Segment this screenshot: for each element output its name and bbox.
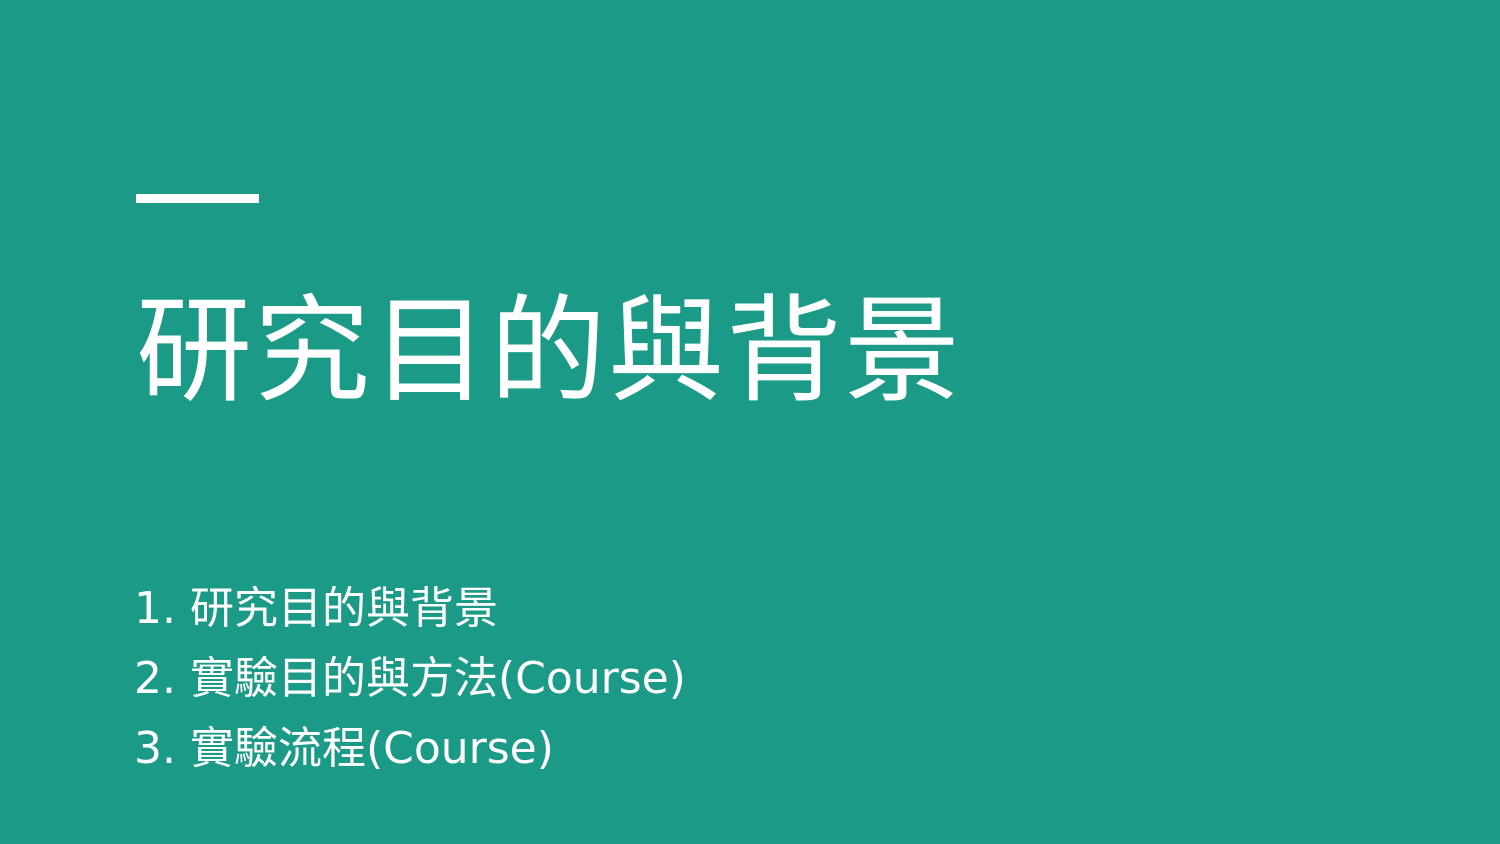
agenda-item: 1. 研究目的與背景 — [134, 583, 498, 634]
agenda-item: 2. 實驗目的與方法(Course) — [134, 653, 686, 704]
agenda-list: 1. 研究目的與背景 2. 實驗目的與方法(Course) 3. 實驗流程(Co… — [134, 574, 686, 784]
slide-title: 研究目的與背景 — [136, 284, 962, 419]
title-accent-bar — [136, 194, 259, 203]
agenda-item: 3. 實驗流程(Course) — [134, 723, 554, 774]
